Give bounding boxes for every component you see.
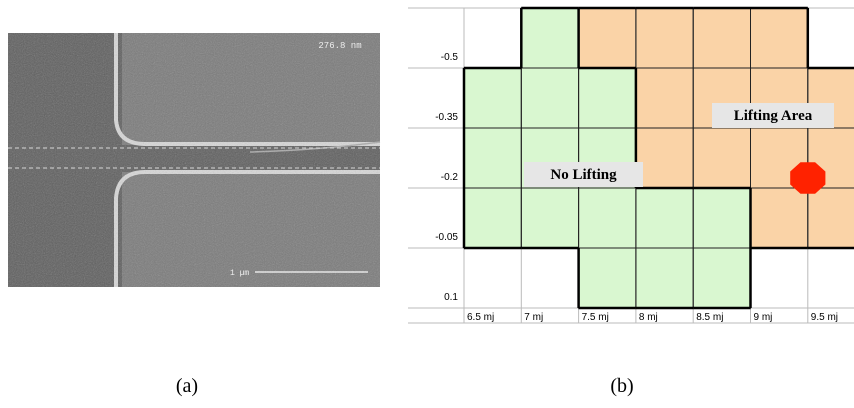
- row-label: -0.05: [435, 232, 458, 243]
- column-label: 7 mj: [524, 312, 543, 323]
- sem-image: 276.8 nm 1 µm: [8, 33, 380, 287]
- cell: [751, 8, 808, 68]
- row-label: -0.5: [441, 52, 459, 63]
- cell: [521, 188, 578, 248]
- region-label: Lifting Area: [734, 108, 813, 124]
- marker: [790, 162, 825, 193]
- region-label: No Lifting: [550, 167, 617, 183]
- column-label: 9.5 mj: [811, 312, 838, 323]
- scale-text: 276.8 nm: [318, 41, 361, 51]
- cell: [636, 8, 693, 68]
- scale-bar-label: 1 µm: [230, 269, 249, 278]
- cell: [636, 68, 693, 128]
- cell: [464, 68, 521, 128]
- cell: [808, 8, 854, 68]
- cell: [464, 8, 521, 68]
- cell: [464, 188, 521, 248]
- cell: [636, 248, 693, 308]
- column-label: 8.5 mj: [696, 312, 723, 323]
- caption: (a): [176, 375, 198, 397]
- column-label: 7.5 mj: [582, 312, 609, 323]
- column-label: 6.5 mj: [467, 312, 494, 323]
- cell: [751, 248, 808, 308]
- grid-chart: -0.5 -0.35 -0.2 -0.05 0.1 6.5 mj 7 mj 7.5 mj 8 m…: [408, 8, 854, 323]
- cell: [636, 128, 693, 188]
- caption: (b): [610, 375, 633, 397]
- cell: [579, 8, 636, 68]
- cell: [579, 68, 636, 128]
- column-label: 8 mj: [639, 312, 658, 323]
- cell: [808, 248, 854, 308]
- cell: [636, 188, 693, 248]
- cell: [693, 8, 750, 68]
- cell: [579, 188, 636, 248]
- column-label: 9 mj: [754, 312, 773, 323]
- cell: [579, 248, 636, 308]
- figure: 276.8 nm 1 µm (a) (b) -0.5 -0.35 -0.2 -0.05…: [0, 0, 854, 408]
- cell: [521, 248, 578, 308]
- cell: [521, 8, 578, 68]
- row-label: -0.35: [435, 112, 458, 123]
- cell: [751, 188, 808, 248]
- row-label: -0.2: [441, 172, 459, 183]
- cell: [808, 188, 854, 248]
- cell: [464, 248, 521, 308]
- cell: [521, 68, 578, 128]
- cell: [693, 188, 750, 248]
- row-label: 0.1: [444, 292, 458, 303]
- cell: [693, 128, 750, 188]
- cell: [464, 128, 521, 188]
- cell: [693, 248, 750, 308]
